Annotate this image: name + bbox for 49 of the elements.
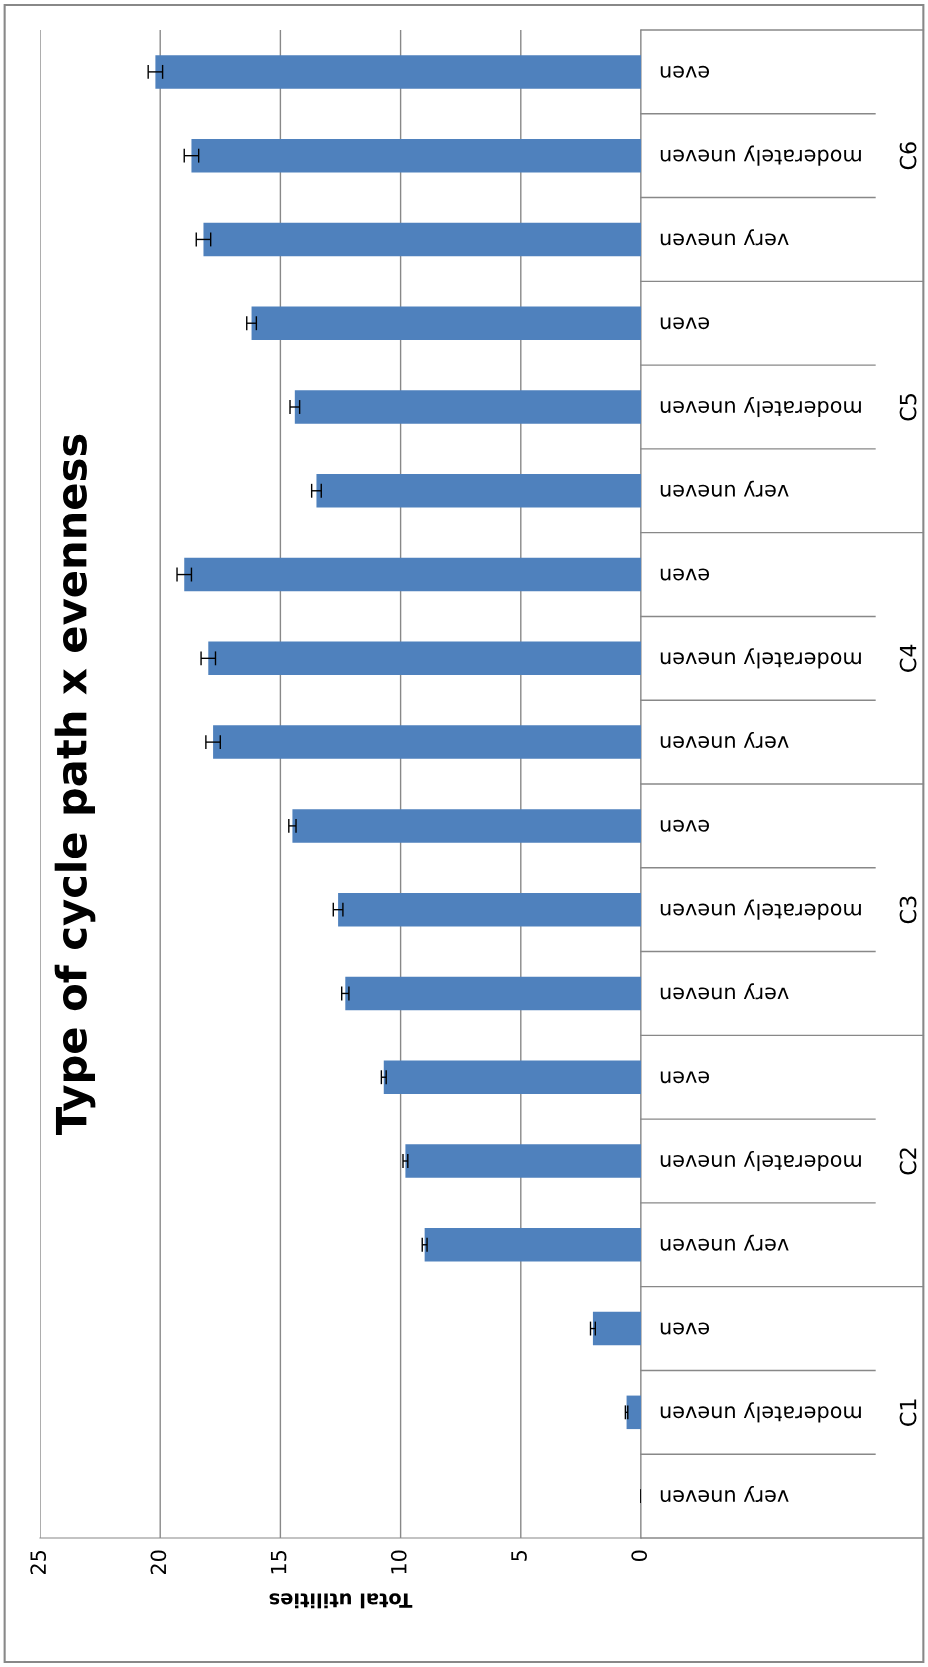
x-axis-title: Total utilities [269,1593,413,1609]
text: C2 [899,1148,917,1175]
bar [592,1311,641,1346]
text: C6 [899,142,917,170]
y-tick-label: very uneven [660,1234,789,1251]
y-tick-label: moderately uneven [660,1402,861,1423]
y-tick-label: even [660,819,710,832]
y-tick-label: even [660,317,710,330]
text: C3 [899,896,917,924]
x-tick-label: 25 [30,1550,47,1575]
y-tick-label: even [660,65,710,78]
y-tick-label: even [660,1071,710,1084]
bar [345,976,641,1011]
y-tick-label: moderately uneven [660,1150,861,1172]
y-tick-label: very uneven [660,229,789,246]
text: C1 [899,1399,917,1426]
y-tick-label: moderately uneven [660,145,861,166]
bar [213,725,641,759]
x-tick-label: 5 [511,1550,527,1561]
bar [203,222,641,257]
bar [251,306,641,340]
y-tick-label: moderately uneven [660,648,861,669]
bar [294,390,641,424]
bar [184,557,641,592]
y-tick-label: even [660,1322,710,1335]
bar [292,809,641,843]
y-tick-label: very uneven [660,732,789,749]
x-tick-label: 0 [631,1550,648,1561]
text: C5 [899,394,917,421]
bar [338,892,641,927]
y-tick-label: even [660,568,710,581]
y-tick-label: very uneven [660,480,789,497]
x-tick-label: 15 [270,1550,287,1574]
bar [191,138,641,173]
y-tick-label: very uneven [660,1486,789,1503]
bar [208,641,641,676]
x-tick-label: 20 [150,1550,167,1575]
x-tick-label: 10 [390,1550,407,1574]
bar [383,1060,641,1094]
bar [316,474,641,508]
bar [626,1395,641,1430]
bar [405,1144,641,1178]
y-tick-label: moderately uneven [660,899,861,920]
y-tick-label: moderately uneven [660,396,861,418]
bar [155,55,641,89]
text: C4 [899,644,917,672]
y-tick-label: very uneven [660,983,789,1000]
bar [424,1228,641,1262]
text: Type of cycle path x evenness [54,434,96,1135]
